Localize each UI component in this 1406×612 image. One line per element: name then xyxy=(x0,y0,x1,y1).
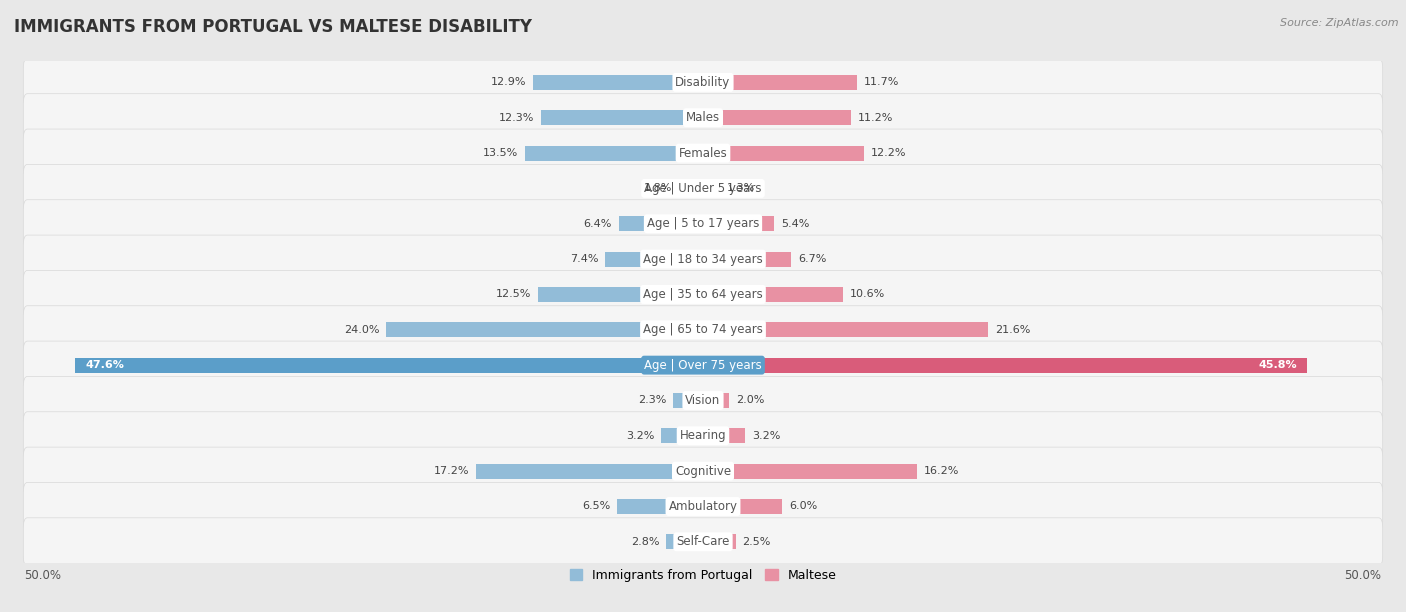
Bar xyxy=(703,75,858,90)
Bar xyxy=(477,464,703,479)
Text: 6.7%: 6.7% xyxy=(799,254,827,264)
Bar xyxy=(617,499,703,514)
Text: Hearing: Hearing xyxy=(679,429,727,442)
Bar xyxy=(672,393,703,408)
Text: Age | 35 to 64 years: Age | 35 to 64 years xyxy=(643,288,763,301)
Bar xyxy=(703,499,782,514)
Bar xyxy=(533,75,703,90)
FancyBboxPatch shape xyxy=(24,306,1382,354)
Text: 1.8%: 1.8% xyxy=(644,184,672,193)
Text: 3.2%: 3.2% xyxy=(752,431,780,441)
FancyBboxPatch shape xyxy=(24,271,1382,318)
Text: IMMIGRANTS FROM PORTUGAL VS MALTESE DISABILITY: IMMIGRANTS FROM PORTUGAL VS MALTESE DISA… xyxy=(14,18,531,36)
Text: Males: Males xyxy=(686,111,720,124)
Text: Self-Care: Self-Care xyxy=(676,536,730,548)
Bar xyxy=(703,393,730,408)
Bar xyxy=(666,534,703,549)
Text: Age | 5 to 17 years: Age | 5 to 17 years xyxy=(647,217,759,230)
Text: 12.3%: 12.3% xyxy=(499,113,534,123)
Bar xyxy=(606,252,703,267)
Text: Disability: Disability xyxy=(675,76,731,89)
Bar xyxy=(75,357,703,373)
FancyBboxPatch shape xyxy=(24,376,1382,425)
Bar xyxy=(703,217,775,231)
Text: 2.0%: 2.0% xyxy=(735,395,765,406)
Text: 3.2%: 3.2% xyxy=(626,431,654,441)
FancyBboxPatch shape xyxy=(24,200,1382,248)
Text: Age | Over 75 years: Age | Over 75 years xyxy=(644,359,762,371)
Text: Females: Females xyxy=(679,147,727,160)
Bar xyxy=(703,287,844,302)
Bar xyxy=(703,357,1308,373)
Text: 5.4%: 5.4% xyxy=(780,218,810,229)
Text: 24.0%: 24.0% xyxy=(344,325,380,335)
FancyBboxPatch shape xyxy=(24,518,1382,566)
Text: 11.2%: 11.2% xyxy=(858,113,893,123)
Text: Age | Under 5 years: Age | Under 5 years xyxy=(644,182,762,195)
Bar xyxy=(541,110,703,125)
Text: 2.5%: 2.5% xyxy=(742,537,770,547)
Bar xyxy=(703,181,720,196)
Bar xyxy=(703,534,735,549)
Text: 12.9%: 12.9% xyxy=(491,77,526,88)
FancyBboxPatch shape xyxy=(24,412,1382,460)
Text: 45.8%: 45.8% xyxy=(1258,360,1296,370)
Text: Source: ZipAtlas.com: Source: ZipAtlas.com xyxy=(1281,18,1399,28)
Text: 13.5%: 13.5% xyxy=(484,148,519,158)
Text: Age | 18 to 34 years: Age | 18 to 34 years xyxy=(643,253,763,266)
Bar xyxy=(619,217,703,231)
Bar xyxy=(661,428,703,443)
Text: Ambulatory: Ambulatory xyxy=(668,500,738,513)
Text: 6.4%: 6.4% xyxy=(583,218,612,229)
Bar xyxy=(703,323,988,337)
FancyBboxPatch shape xyxy=(24,482,1382,531)
Bar xyxy=(703,252,792,267)
Bar xyxy=(387,323,703,337)
Text: 12.5%: 12.5% xyxy=(496,289,531,299)
Text: 2.3%: 2.3% xyxy=(638,395,666,406)
Bar xyxy=(703,428,745,443)
Bar xyxy=(538,287,703,302)
FancyBboxPatch shape xyxy=(24,447,1382,495)
FancyBboxPatch shape xyxy=(24,129,1382,177)
Text: 1.3%: 1.3% xyxy=(727,184,755,193)
Text: 11.7%: 11.7% xyxy=(865,77,900,88)
Text: 6.0%: 6.0% xyxy=(789,501,817,512)
Bar xyxy=(703,146,865,160)
Text: Vision: Vision xyxy=(685,394,721,407)
Text: 2.8%: 2.8% xyxy=(631,537,659,547)
Bar xyxy=(703,110,851,125)
Text: 10.6%: 10.6% xyxy=(849,289,884,299)
FancyBboxPatch shape xyxy=(24,341,1382,389)
Bar xyxy=(703,464,917,479)
Bar xyxy=(679,181,703,196)
Text: Age | 65 to 74 years: Age | 65 to 74 years xyxy=(643,323,763,336)
FancyBboxPatch shape xyxy=(24,165,1382,212)
Text: 6.5%: 6.5% xyxy=(582,501,610,512)
Text: 47.6%: 47.6% xyxy=(86,360,124,370)
FancyBboxPatch shape xyxy=(24,235,1382,283)
Text: 7.4%: 7.4% xyxy=(571,254,599,264)
Text: 17.2%: 17.2% xyxy=(434,466,470,476)
Text: 21.6%: 21.6% xyxy=(994,325,1031,335)
Text: 16.2%: 16.2% xyxy=(924,466,959,476)
Text: 12.2%: 12.2% xyxy=(870,148,905,158)
FancyBboxPatch shape xyxy=(24,94,1382,142)
Text: Cognitive: Cognitive xyxy=(675,465,731,477)
FancyBboxPatch shape xyxy=(24,58,1382,106)
Legend: Immigrants from Portugal, Maltese: Immigrants from Portugal, Maltese xyxy=(565,564,841,587)
Bar xyxy=(524,146,703,160)
